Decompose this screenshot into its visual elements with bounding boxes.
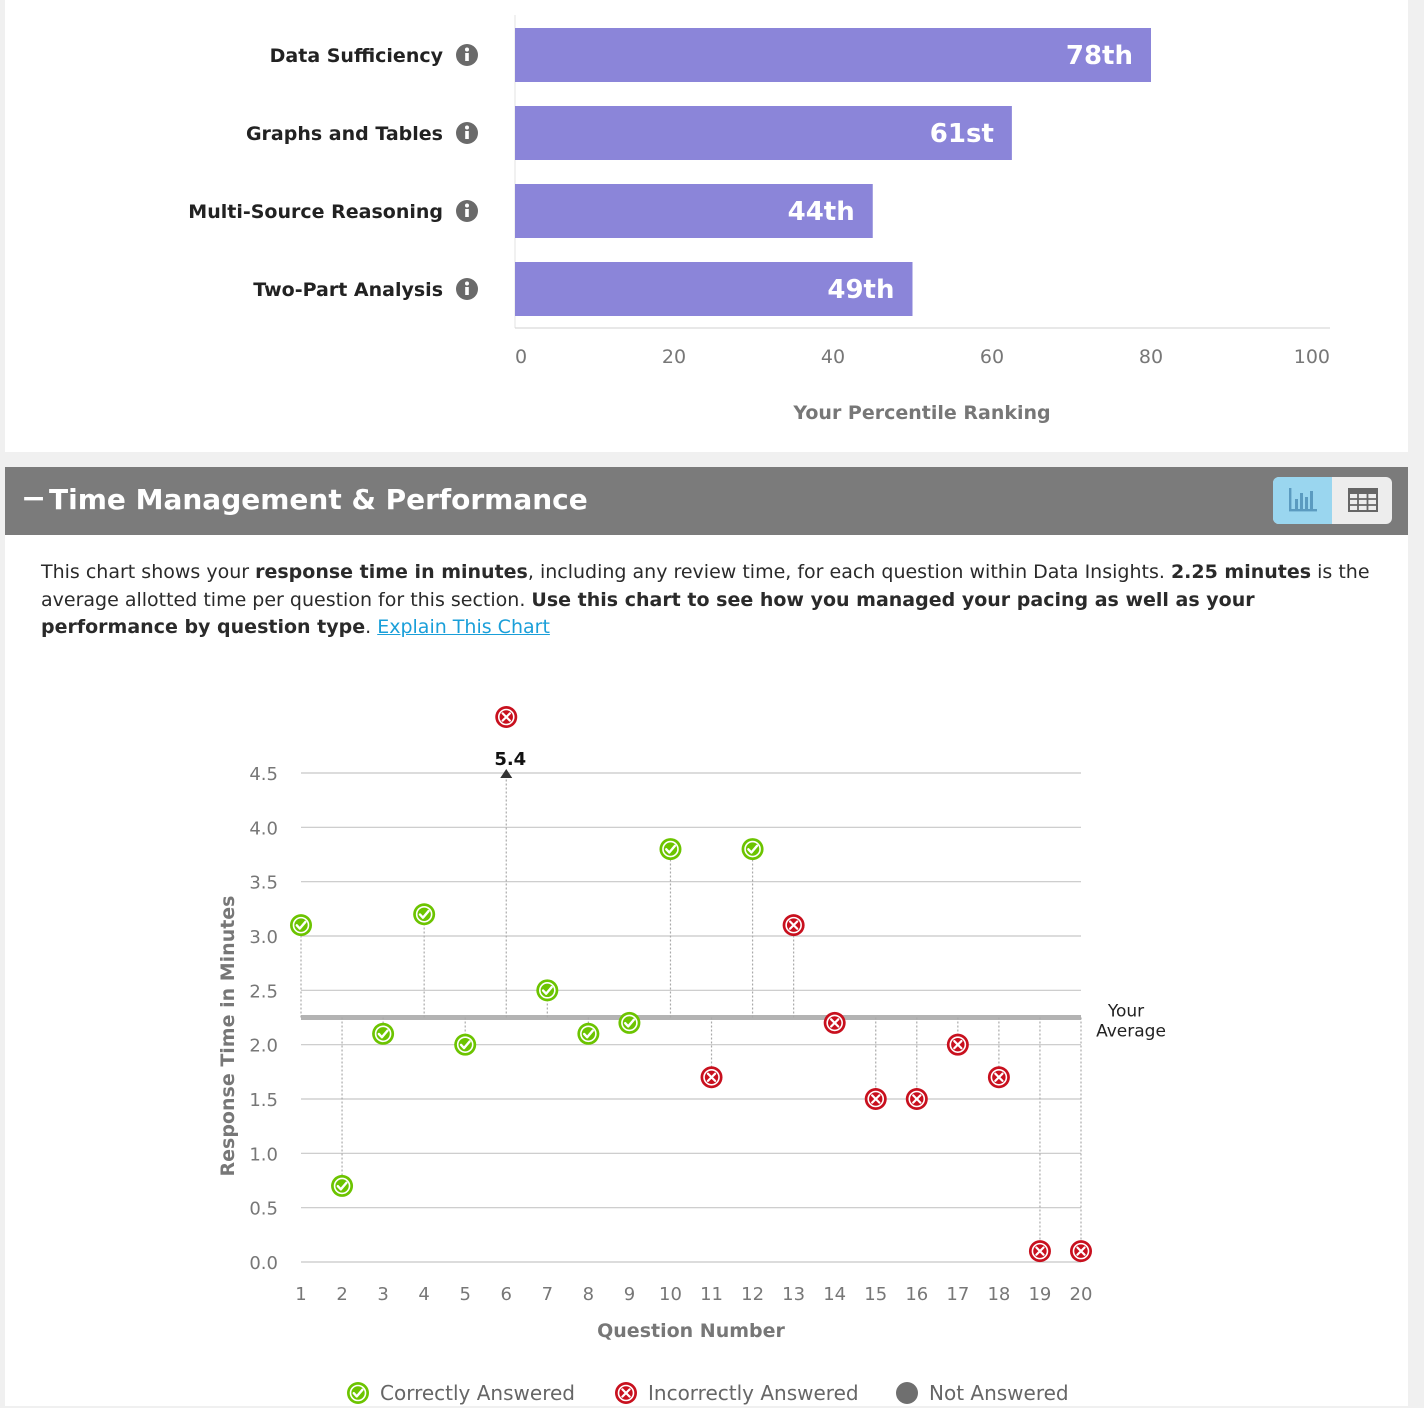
x-tick-label: 60	[980, 346, 1004, 368]
desc-bold-2: 2.25 minutes	[1170, 561, 1312, 583]
x-tick-label: 100	[1294, 346, 1330, 368]
x-icon	[615, 1382, 637, 1404]
section-title: Time Management & Performance	[49, 483, 588, 516]
category-label: Data Sufficiency	[270, 45, 444, 67]
time-panel: This chart shows your response time in m…	[5, 535, 1408, 1406]
desc-text-3: is the average allotted time per questio…	[41, 561, 1370, 611]
info-icon[interactable]	[456, 278, 478, 300]
x-tick-label: 0	[515, 346, 527, 368]
view-toggle[interactable]	[1273, 477, 1392, 524]
percentile-panel: 78th Data Sufficiency 61st Graphs and Table…	[5, 0, 1408, 452]
bar	[515, 106, 1012, 160]
bar-value-label: 49th	[827, 275, 894, 305]
desc-bold-3: Use this chart to see how you managed yo…	[41, 588, 1255, 639]
dot-icon	[896, 1382, 918, 1404]
bar-chart-icon	[1289, 488, 1317, 512]
bar-value-label: 44th	[788, 197, 855, 227]
x-tick-label: 80	[1139, 346, 1163, 368]
bar-value-label: 78th	[1066, 41, 1133, 71]
x-tick-label: 20	[662, 346, 686, 368]
legend-incorrect[interactable]: Incorrectly Answered	[614, 1378, 859, 1408]
info-icon[interactable]	[456, 122, 478, 144]
category-label: Graphs and Tables	[246, 123, 443, 145]
bar	[515, 184, 873, 238]
desc-bold-1: response time in minutes	[255, 561, 528, 583]
table-icon	[1348, 488, 1378, 512]
bar	[515, 28, 1151, 82]
desc-text-2: , including any review time, for each qu…	[527, 561, 1171, 583]
legend-not-answered[interactable]: Not Answered	[895, 1378, 1069, 1408]
explain-chart-link[interactable]: Explain This Chart	[377, 616, 550, 638]
legend-correct[interactable]: Correctly Answered	[346, 1378, 575, 1408]
percentile-bar-chart: 78th Data Sufficiency 61st Graphs and Table…	[188, 15, 1330, 424]
bar-value-label: 61st	[930, 119, 994, 149]
category-label: Multi-Source Reasoning	[188, 201, 443, 223]
x-tick-label: 40	[821, 346, 845, 368]
chart-view-button[interactable]	[1273, 477, 1332, 524]
check-icon	[347, 1382, 369, 1404]
category-label: Two-Part Analysis	[253, 279, 443, 301]
desc-text-4: .	[365, 616, 378, 638]
legend-correct-label: Correctly Answered	[380, 1381, 575, 1405]
table-view-button[interactable]	[1333, 477, 1392, 524]
section-header[interactable]: − Time Management & Performance	[5, 467, 1408, 535]
minus-icon[interactable]: −	[21, 481, 47, 516]
legend-incorrect-label: Incorrectly Answered	[648, 1381, 859, 1405]
info-icon[interactable]	[456, 200, 478, 222]
x-axis-title: Your Percentile Ranking	[792, 402, 1050, 424]
bar	[515, 262, 913, 316]
desc-text-1: This chart shows your	[41, 561, 256, 583]
legend-not-answered-label: Not Answered	[929, 1381, 1069, 1405]
info-icon[interactable]	[456, 44, 478, 66]
chart-description: This chart shows your response time in m…	[41, 559, 1381, 642]
